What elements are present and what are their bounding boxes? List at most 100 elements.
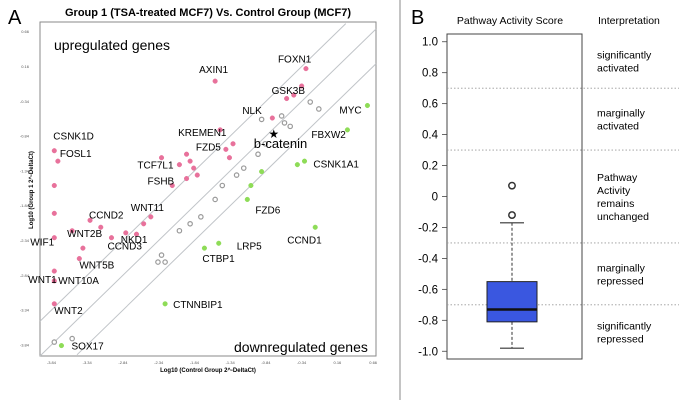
box-y-tick-label: -1.0 xyxy=(418,346,438,358)
gene-label: FOXN1 xyxy=(278,55,312,66)
x-tick-label: -0.84 xyxy=(261,360,271,365)
data-point-down xyxy=(312,224,318,230)
data-point-up xyxy=(269,115,275,121)
y-tick-label: 0.66 xyxy=(21,29,30,34)
y-tick-label: -2.34 xyxy=(20,238,30,243)
data-point-neutral xyxy=(212,196,218,203)
data-point-up xyxy=(284,95,290,102)
data-point-up xyxy=(51,148,57,154)
data-point-up xyxy=(169,182,175,189)
data-point-neutral xyxy=(255,151,261,158)
scatter-points: ★ xyxy=(51,66,370,349)
y-tick-label: -1.84 xyxy=(20,203,30,208)
gene-label: CCND1 xyxy=(287,235,322,246)
gene-label: WNT2 xyxy=(54,306,83,317)
data-point-up xyxy=(76,256,82,262)
data-point-neutral xyxy=(281,120,288,126)
gene-label: WNT1 xyxy=(28,275,57,286)
data-point-up xyxy=(51,278,57,284)
y-tick-label: -3.34 xyxy=(20,308,30,313)
data-point-up xyxy=(184,176,190,182)
gene-label: FSHB xyxy=(148,177,175,188)
gene-label: CSNK1D xyxy=(53,132,94,143)
data-point-up xyxy=(51,301,57,307)
upregulated-label: upregulated genes xyxy=(54,37,170,53)
interpretation-line: marginally xyxy=(597,108,646,120)
interpretation-header: Interpretation xyxy=(598,15,660,27)
data-point-up xyxy=(226,155,232,161)
data-point-up xyxy=(51,268,57,274)
panel-a-title: Group 1 (TSA-treated MCF7) Vs. Control G… xyxy=(65,7,351,19)
box-y-tick-label: 0.6 xyxy=(422,99,438,111)
data-point-down xyxy=(248,182,254,189)
gene-label: WNT10A xyxy=(58,276,99,287)
fold-line-2 xyxy=(76,63,377,356)
data-point-neutral xyxy=(240,165,247,171)
data-point-up xyxy=(299,83,305,89)
y-tick-label: -2.84 xyxy=(20,273,30,278)
data-point-up xyxy=(51,210,57,216)
data-point-up xyxy=(230,141,236,147)
interpretation-line: activated xyxy=(597,63,639,75)
gene-label: CTBP1 xyxy=(202,254,235,265)
downregulated-label: downregulated genes xyxy=(234,339,368,355)
data-point-down xyxy=(259,169,265,175)
interpretation-line: Pathway xyxy=(597,172,638,184)
box-y-tick-label: -0.8 xyxy=(418,315,438,327)
gene-label: NLK xyxy=(242,106,262,117)
box-y-tick-labels: 1.0 0.8 0.6 0.4 0.2 0 -0.2 -0.4 -0.6 -0.8 -1.0 xyxy=(418,37,447,358)
box-y-tick-label: 0.8 xyxy=(422,68,438,80)
y-tick-label: 0.16 xyxy=(21,64,30,69)
data-point-neutral xyxy=(187,220,193,227)
data-point-up xyxy=(108,235,115,241)
data-point-up xyxy=(55,158,61,164)
interpretation-line: Activity xyxy=(597,185,631,197)
data-point-down xyxy=(244,196,250,202)
data-point-neutral xyxy=(258,116,265,123)
box-y-tick-label: 1.0 xyxy=(422,37,438,49)
data-point-down xyxy=(201,245,207,251)
outlier-point xyxy=(508,211,516,220)
data-point-neutral xyxy=(278,113,285,119)
gene-label: SOX17 xyxy=(71,342,104,353)
interpretation-line: significantly xyxy=(597,50,652,62)
data-point-up xyxy=(69,228,75,234)
gene-label: GSK3B xyxy=(272,86,306,97)
interpretation-line: remains xyxy=(597,198,634,210)
fold-line-0 xyxy=(39,28,377,357)
gene-label: WNT5B xyxy=(79,261,114,272)
data-point-neutral xyxy=(219,182,226,189)
data-point-up xyxy=(303,66,309,72)
y-tick-label: -3.84 xyxy=(20,342,30,347)
data-point-up xyxy=(87,217,93,223)
data-point-neutral xyxy=(176,227,183,234)
data-point-down xyxy=(364,102,370,109)
outlier-point xyxy=(508,181,516,190)
x-tick-label: 0.16 xyxy=(333,360,342,365)
box-y-tick-label: 0 xyxy=(432,192,438,204)
data-point-neutral xyxy=(316,106,322,112)
x-tick-label: 0.66 xyxy=(369,360,378,365)
interpretation-labels: significantlyactivatedmarginallyactivate… xyxy=(597,50,652,346)
gene-label: FOSL1 xyxy=(60,149,92,160)
y-tick-labels: 0.66 0.16 -0.34 -0.84 -1.34 -1.84 -2.34 -2.84 -3… xyxy=(20,29,30,347)
data-point-up xyxy=(187,158,193,164)
gene-label: KREMEN1 xyxy=(178,128,227,139)
panel-b-title: Pathway Activity Score xyxy=(457,15,563,27)
data-point-neutral xyxy=(51,339,58,345)
box-y-tick-label: -0.6 xyxy=(418,284,438,296)
x-tick-label: -3.34 xyxy=(83,360,93,365)
gene-label: TCF7L1 xyxy=(137,161,174,172)
gene-label: b-catenin xyxy=(254,136,307,151)
y-axis-label: Log10 (Group 1 2^-DeltaCt) xyxy=(29,151,35,229)
fold-line-1 xyxy=(39,23,347,322)
data-point-up xyxy=(148,214,154,220)
data-point-neutral xyxy=(307,99,314,105)
gene-label: CCND3 xyxy=(107,242,142,253)
data-point-up xyxy=(223,146,229,152)
x-tick-label: -2.84 xyxy=(118,360,128,365)
data-point-down xyxy=(344,127,350,133)
data-point-down xyxy=(162,301,168,307)
data-point-up xyxy=(194,172,200,178)
